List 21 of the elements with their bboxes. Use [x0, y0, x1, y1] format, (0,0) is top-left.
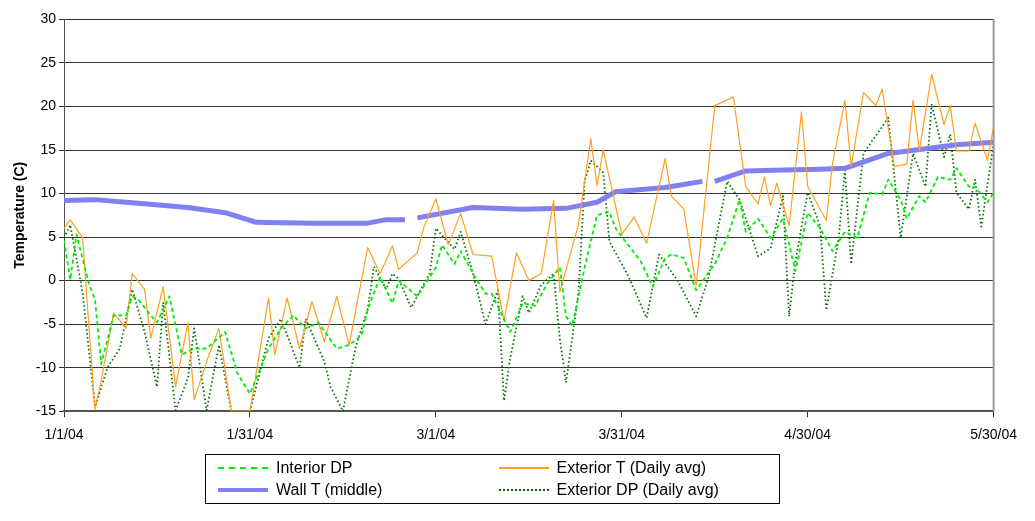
y-tick-label: 15: [40, 140, 57, 157]
y-tick-label: -10: [35, 358, 57, 375]
x-tick-label: 4/30/04: [784, 426, 832, 443]
y-tick-label: 20: [40, 97, 57, 114]
legend-label: Exterior DP (Daily avg): [556, 481, 719, 499]
y-tick-label: -5: [43, 314, 57, 331]
y-axis-title: Temperature (C): [11, 161, 28, 269]
x-tick-label: 1/31/04: [226, 426, 274, 443]
y-tick-label: -15: [35, 402, 57, 419]
y-tick-label: 25: [40, 53, 57, 70]
y-tick-label: 10: [40, 184, 57, 201]
legend-label: Wall T (middle): [276, 481, 383, 499]
y-tick-label: 5: [48, 227, 57, 244]
x-tick-label: 1/1/04: [44, 426, 84, 443]
y-tick-label: 30: [40, 10, 57, 27]
x-tick-label: 3/31/04: [598, 426, 646, 443]
y-tick-label: 0: [48, 271, 57, 288]
legend-label: Exterior T (Daily avg): [556, 459, 707, 477]
legend-label: Interior DP: [276, 459, 353, 477]
x-tick-label: 3/1/04: [416, 426, 456, 443]
x-tick-label: 5/30/04: [970, 426, 1018, 443]
